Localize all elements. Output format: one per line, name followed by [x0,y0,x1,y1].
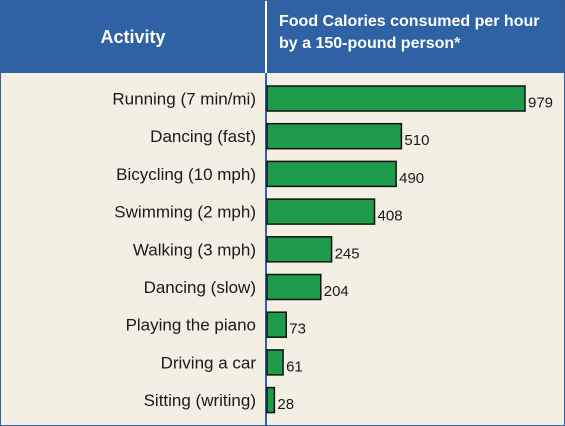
bar [266,386,276,414]
value-label: 73 [289,321,306,338]
calories-header-line1: Food Calories consumed per hour [279,13,540,30]
bar [266,349,284,376]
header-divider [265,1,267,73]
bar-plot: Running (7 min/mi) 979 Dancing (fast) 510 Bi… [112,85,553,414]
value-label: 490 [399,170,424,187]
value-label: 28 [277,396,294,413]
activity-column-header: Activity [100,26,166,47]
bar [266,85,526,112]
value-label: 979 [528,95,553,112]
bar [266,311,287,338]
value-label: 510 [404,132,429,149]
value-label: 204 [324,283,349,300]
value-label: 245 [335,245,360,262]
category-label: Dancing (fast) [150,127,256,146]
value-label: 408 [378,208,403,225]
value-label: 61 [286,358,303,375]
chart-header: Activity Food Calories consumed per hour… [1,1,564,73]
bar [266,122,403,150]
calories-column-header: Food Calories consumed per hour by a 150… [279,11,561,55]
category-label: Swimming (2 mph) [114,203,256,222]
column-divider [265,73,267,425]
calories-header-line2: by a 150-pound person* [279,35,461,52]
category-label: Running (7 min/mi) [112,90,256,109]
bar [266,236,333,263]
category-label: Bicycling (10 mph) [116,165,256,184]
bar [266,198,376,225]
category-label: Dancing (slow) [144,278,256,297]
bar [266,273,322,301]
category-label: Walking (3 mph) [133,240,256,259]
bar [266,160,397,188]
category-label: Driving a car [161,353,257,372]
category-label: Sitting (writing) [144,391,256,410]
category-label: Playing the piano [126,316,256,335]
